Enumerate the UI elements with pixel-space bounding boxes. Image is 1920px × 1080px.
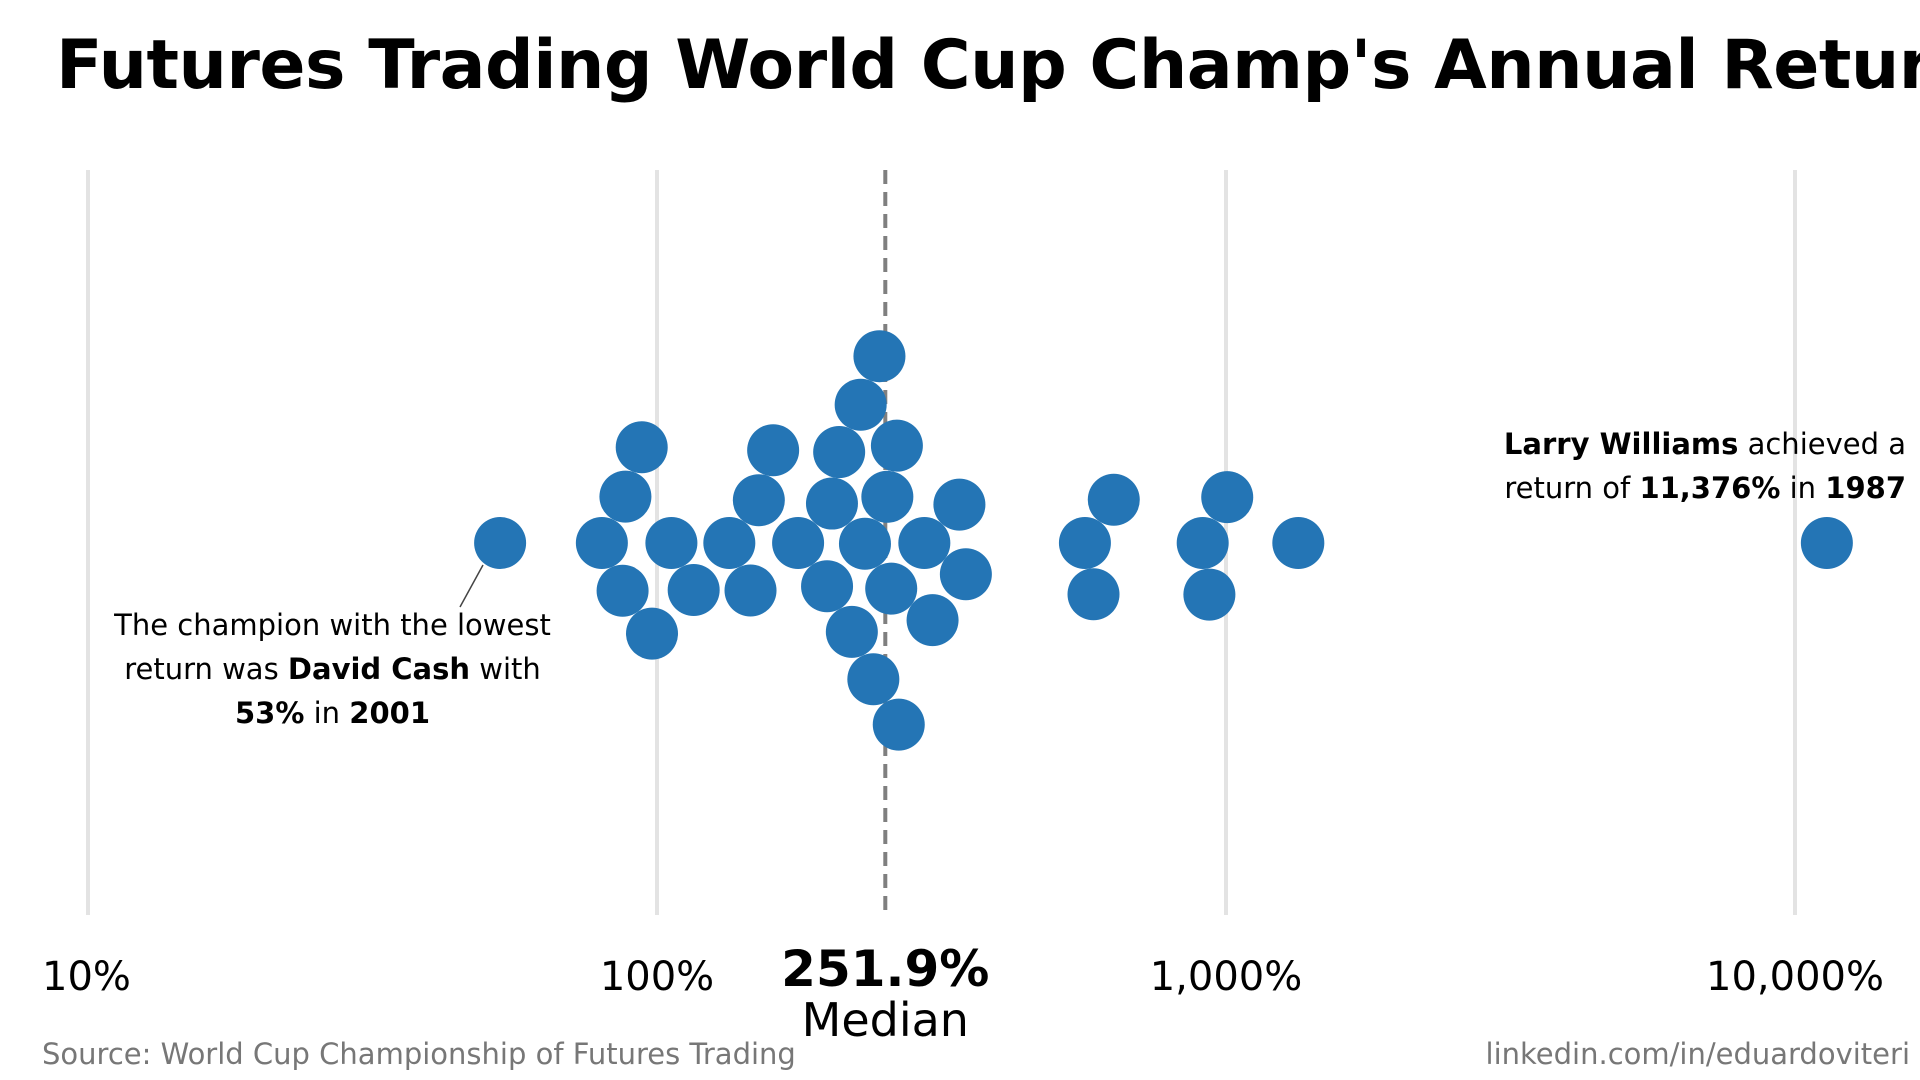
- data-point-13: [801, 560, 854, 613]
- annot-high-mid: in: [1780, 471, 1826, 505]
- median-value-label: 251.9%: [781, 940, 989, 998]
- annot-low-mid: in: [304, 696, 350, 730]
- data-point-1: [575, 517, 628, 569]
- x-tick-label-1: 100%: [600, 954, 714, 1000]
- data-point-23: [870, 419, 923, 472]
- data-point-11: [747, 424, 800, 477]
- data-point-17: [834, 378, 887, 431]
- data-point-9: [724, 564, 777, 617]
- data-point-27: [933, 478, 986, 531]
- data-point-30: [1067, 568, 1120, 621]
- data-point-24: [872, 698, 925, 751]
- data-point-32: [1176, 517, 1229, 569]
- annot-high-name: Larry Williams: [1503, 427, 1739, 461]
- annot-high-value: 11,376%: [1639, 471, 1781, 505]
- x-tick-label-2: 1,000%: [1150, 954, 1303, 1000]
- x-tick-label-3: 10,000%: [1706, 954, 1884, 1000]
- data-point-12: [772, 517, 825, 569]
- annot-low-year: 2001: [349, 696, 430, 730]
- annot-high-year: 1987: [1825, 471, 1906, 505]
- data-point-4: [615, 421, 668, 474]
- data-point-15: [813, 426, 866, 479]
- source-note: Source: World Cup Championship of Future…: [42, 1037, 796, 1071]
- annot-low-value: 53%: [234, 696, 305, 730]
- lowest-return-leader-line: [459, 564, 484, 608]
- median-caption: Median: [802, 993, 969, 1047]
- data-point-29: [1058, 517, 1111, 569]
- data-point-26: [906, 594, 959, 647]
- data-point-28: [939, 548, 992, 601]
- data-point-0: [474, 517, 527, 569]
- annot-high-line2-pre: return of: [1504, 471, 1640, 505]
- data-point-18: [838, 517, 891, 570]
- chart-title: Futures Trading World Cup Champ's Annual…: [56, 26, 1920, 105]
- data-point-36: [1800, 517, 1853, 569]
- data-point-19: [847, 653, 900, 706]
- annot-high-line1-post: achieved a: [1738, 427, 1906, 461]
- data-point-14: [805, 477, 858, 530]
- annot-low-line2-post: with: [470, 652, 541, 686]
- data-point-20: [853, 330, 906, 383]
- data-point-16: [825, 605, 878, 658]
- highest-return-annotation: Larry Williams achieved a return of 11,3…: [1466, 422, 1906, 510]
- data-point-6: [645, 517, 698, 569]
- data-point-33: [1183, 568, 1236, 621]
- data-point-25: [898, 517, 951, 569]
- annot-low-name: David Cash: [287, 652, 471, 686]
- data-point-10: [732, 474, 785, 527]
- annot-low-line1: The champion with the lowest: [114, 608, 551, 642]
- data-point-34: [1201, 471, 1254, 524]
- annot-low-line2-pre: return was: [124, 652, 288, 686]
- data-point-3: [599, 470, 652, 523]
- data-point-8: [703, 517, 756, 569]
- data-point-31: [1087, 473, 1140, 526]
- data-point-35: [1272, 517, 1325, 569]
- data-point-22: [865, 562, 918, 615]
- data-point-5: [626, 607, 679, 660]
- data-point-2: [596, 564, 649, 617]
- data-point-21: [861, 470, 914, 523]
- lowest-return-annotation: The champion with the lowest return was …: [80, 603, 585, 735]
- author-credit: linkedin.com/in/eduardoviteri: [1485, 1037, 1910, 1071]
- data-point-7: [667, 563, 720, 616]
- x-tick-label-0: 10%: [42, 954, 131, 1000]
